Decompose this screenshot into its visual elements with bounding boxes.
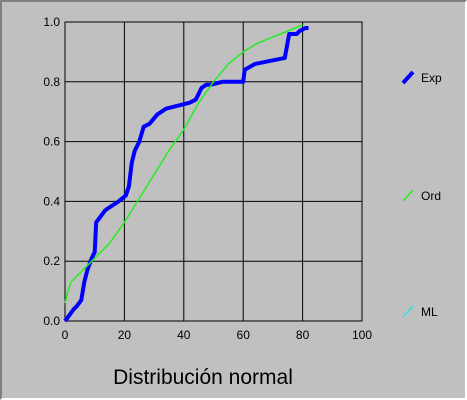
legend-label-ml: ML <box>421 305 438 319</box>
plot-area <box>64 21 363 322</box>
y-tick-label: 0.8 <box>43 75 60 89</box>
legend: Exp Ord ML <box>401 70 442 319</box>
y-tick-label: 0.0 <box>43 314 60 328</box>
x-tick-label: 0 <box>62 328 69 342</box>
legend-label-ord: Ord <box>421 189 441 203</box>
x-axis-label: Distribución normal <box>113 366 293 389</box>
series-lines <box>63 24 309 323</box>
grid <box>65 22 362 321</box>
legend-swatch-ml <box>402 305 414 318</box>
series-line-ord <box>64 24 303 304</box>
x-tick-label: 60 <box>237 328 251 342</box>
legend-label-exp: Exp <box>421 71 442 85</box>
y-tick-label: 1.0 <box>43 15 60 29</box>
legend-swatch-exp <box>401 70 415 85</box>
y-tick-label: 0.6 <box>43 135 60 149</box>
y-tick-labels: 0.0 0.2 0.4 0.6 0.8 1.0 <box>43 15 60 328</box>
x-tick-label: 80 <box>296 328 310 342</box>
y-tick-label: 0.4 <box>43 194 60 208</box>
x-tick-label: 40 <box>177 328 191 342</box>
x-tick-label: 100 <box>352 328 372 342</box>
x-tick-labels: 0 20 40 60 80 100 <box>62 328 373 342</box>
y-tick-label: 0.2 <box>43 254 60 268</box>
x-tick-label: 20 <box>118 328 132 342</box>
legend-swatch-ord <box>402 189 414 202</box>
